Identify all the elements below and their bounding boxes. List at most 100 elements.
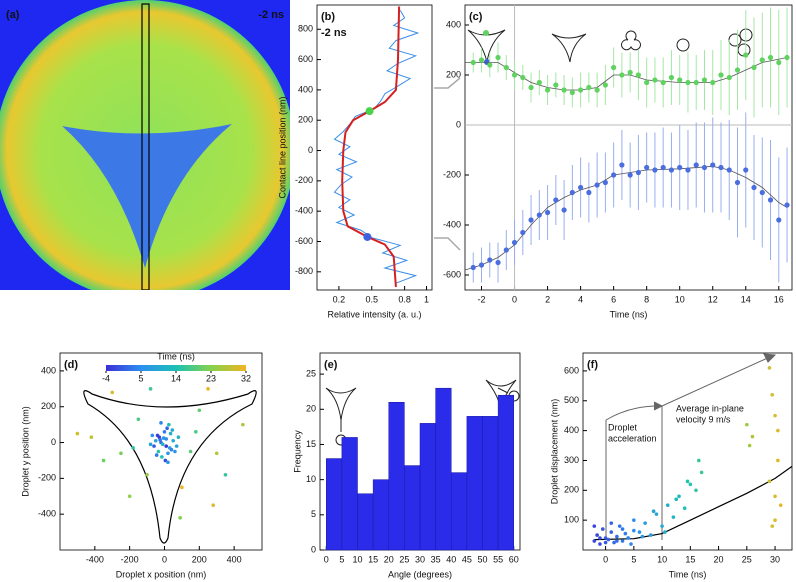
y-tick-label: 25 xyxy=(306,368,316,378)
y-tick-label: -200 xyxy=(38,473,56,483)
data-point xyxy=(160,455,164,459)
data-point xyxy=(511,239,518,246)
data-point xyxy=(495,259,501,266)
colorbar-tick-label: 23 xyxy=(206,373,216,383)
data-point xyxy=(644,164,650,171)
colorbar-tick-label: 32 xyxy=(241,373,251,383)
x-tick-label: 10 xyxy=(352,554,362,564)
bar xyxy=(326,458,343,551)
data-point xyxy=(487,257,493,263)
data-point xyxy=(170,428,175,432)
microscope-image xyxy=(0,0,290,290)
data-point xyxy=(632,528,636,533)
x-axis-label: Droplet x position (nm) xyxy=(116,569,207,579)
data-point xyxy=(163,458,168,463)
plot-frame xyxy=(582,352,793,551)
data-point xyxy=(677,164,683,171)
plot-frame xyxy=(59,352,263,551)
data-point xyxy=(154,453,159,457)
data-point xyxy=(668,167,675,173)
data-point xyxy=(668,74,675,81)
y-tick-label: -600 xyxy=(443,269,461,279)
data-point xyxy=(561,87,567,93)
x-tick-label: 0 xyxy=(603,554,608,564)
data-point xyxy=(718,72,724,78)
x-tick-label: 400 xyxy=(227,554,242,564)
y-tick-label: 200 xyxy=(298,115,313,125)
data-point xyxy=(156,449,161,454)
x-axis-label: Time (ns) xyxy=(669,569,707,579)
data-point xyxy=(776,217,782,223)
data-point xyxy=(606,537,611,542)
data-point xyxy=(160,442,165,447)
data-point xyxy=(603,536,608,540)
data-point xyxy=(615,534,619,539)
data-point xyxy=(759,189,765,196)
icon-trefoil xyxy=(621,30,641,51)
y-tick-label: -200 xyxy=(295,175,313,185)
data-point xyxy=(620,527,625,531)
y-tick-label: 0 xyxy=(311,544,316,554)
x-tick-label: 1 xyxy=(424,294,429,304)
y-axis-label: Droplet y position (nm) xyxy=(20,406,30,497)
x-tick-label: 30 xyxy=(415,554,425,564)
data-point xyxy=(767,479,772,484)
data-point xyxy=(773,494,777,499)
data-point xyxy=(478,57,485,63)
data-point xyxy=(784,54,790,61)
data-point xyxy=(685,479,690,484)
y-tick-label: 0 xyxy=(51,437,56,447)
data-point xyxy=(635,169,642,176)
y-tick-label: 200 xyxy=(446,69,461,79)
panel-label: (d) xyxy=(64,359,78,371)
x-tick-label: -200 xyxy=(121,554,139,564)
data-point xyxy=(594,182,600,188)
y-tick-label: 15 xyxy=(306,439,316,449)
data-point xyxy=(174,444,179,448)
data-point xyxy=(158,438,162,442)
colorbar xyxy=(106,365,246,371)
shape-icons xyxy=(467,28,753,65)
line-cut xyxy=(141,3,150,290)
data-point xyxy=(153,438,158,443)
data-point xyxy=(776,428,780,433)
data-point xyxy=(206,387,210,391)
icon-circle xyxy=(676,38,690,52)
y-tick-label: 5 xyxy=(311,509,316,519)
y-tick-label: 200 xyxy=(41,401,56,411)
data-point xyxy=(586,189,592,196)
data-point xyxy=(148,387,153,391)
x-tick-label: 60 xyxy=(509,554,519,564)
data-point xyxy=(751,184,757,191)
colorbar-label: Time (ns) xyxy=(157,351,195,361)
data-point xyxy=(561,207,567,213)
data-point xyxy=(528,84,534,91)
data-point xyxy=(674,497,679,502)
x-tick-label: 0 xyxy=(162,554,167,564)
data-point xyxy=(159,421,163,425)
data-point xyxy=(617,524,622,528)
data-point xyxy=(682,506,687,511)
y-tick-label: 400 xyxy=(41,365,56,375)
x-tick-label: 2 xyxy=(545,294,550,304)
data-point xyxy=(470,264,476,271)
data-point xyxy=(677,494,681,499)
bar xyxy=(435,387,452,551)
x-tick-label: 45 xyxy=(462,554,472,564)
y-tick-label: 200 xyxy=(564,485,579,495)
data-point xyxy=(663,530,667,534)
data-point xyxy=(685,167,691,173)
data-point xyxy=(165,426,169,431)
y-tick-label: -400 xyxy=(295,206,313,216)
x-tick-label: 30 xyxy=(770,554,780,564)
plot-frame xyxy=(464,4,793,291)
data-point xyxy=(770,392,775,397)
data-point xyxy=(745,422,749,427)
fit-line xyxy=(465,57,788,91)
data-point xyxy=(536,79,542,86)
data-point xyxy=(470,59,476,66)
y-tick-label: -600 xyxy=(295,236,313,246)
y-tick-label: 400 xyxy=(298,84,313,94)
marker xyxy=(365,107,374,116)
data-point xyxy=(652,77,658,83)
